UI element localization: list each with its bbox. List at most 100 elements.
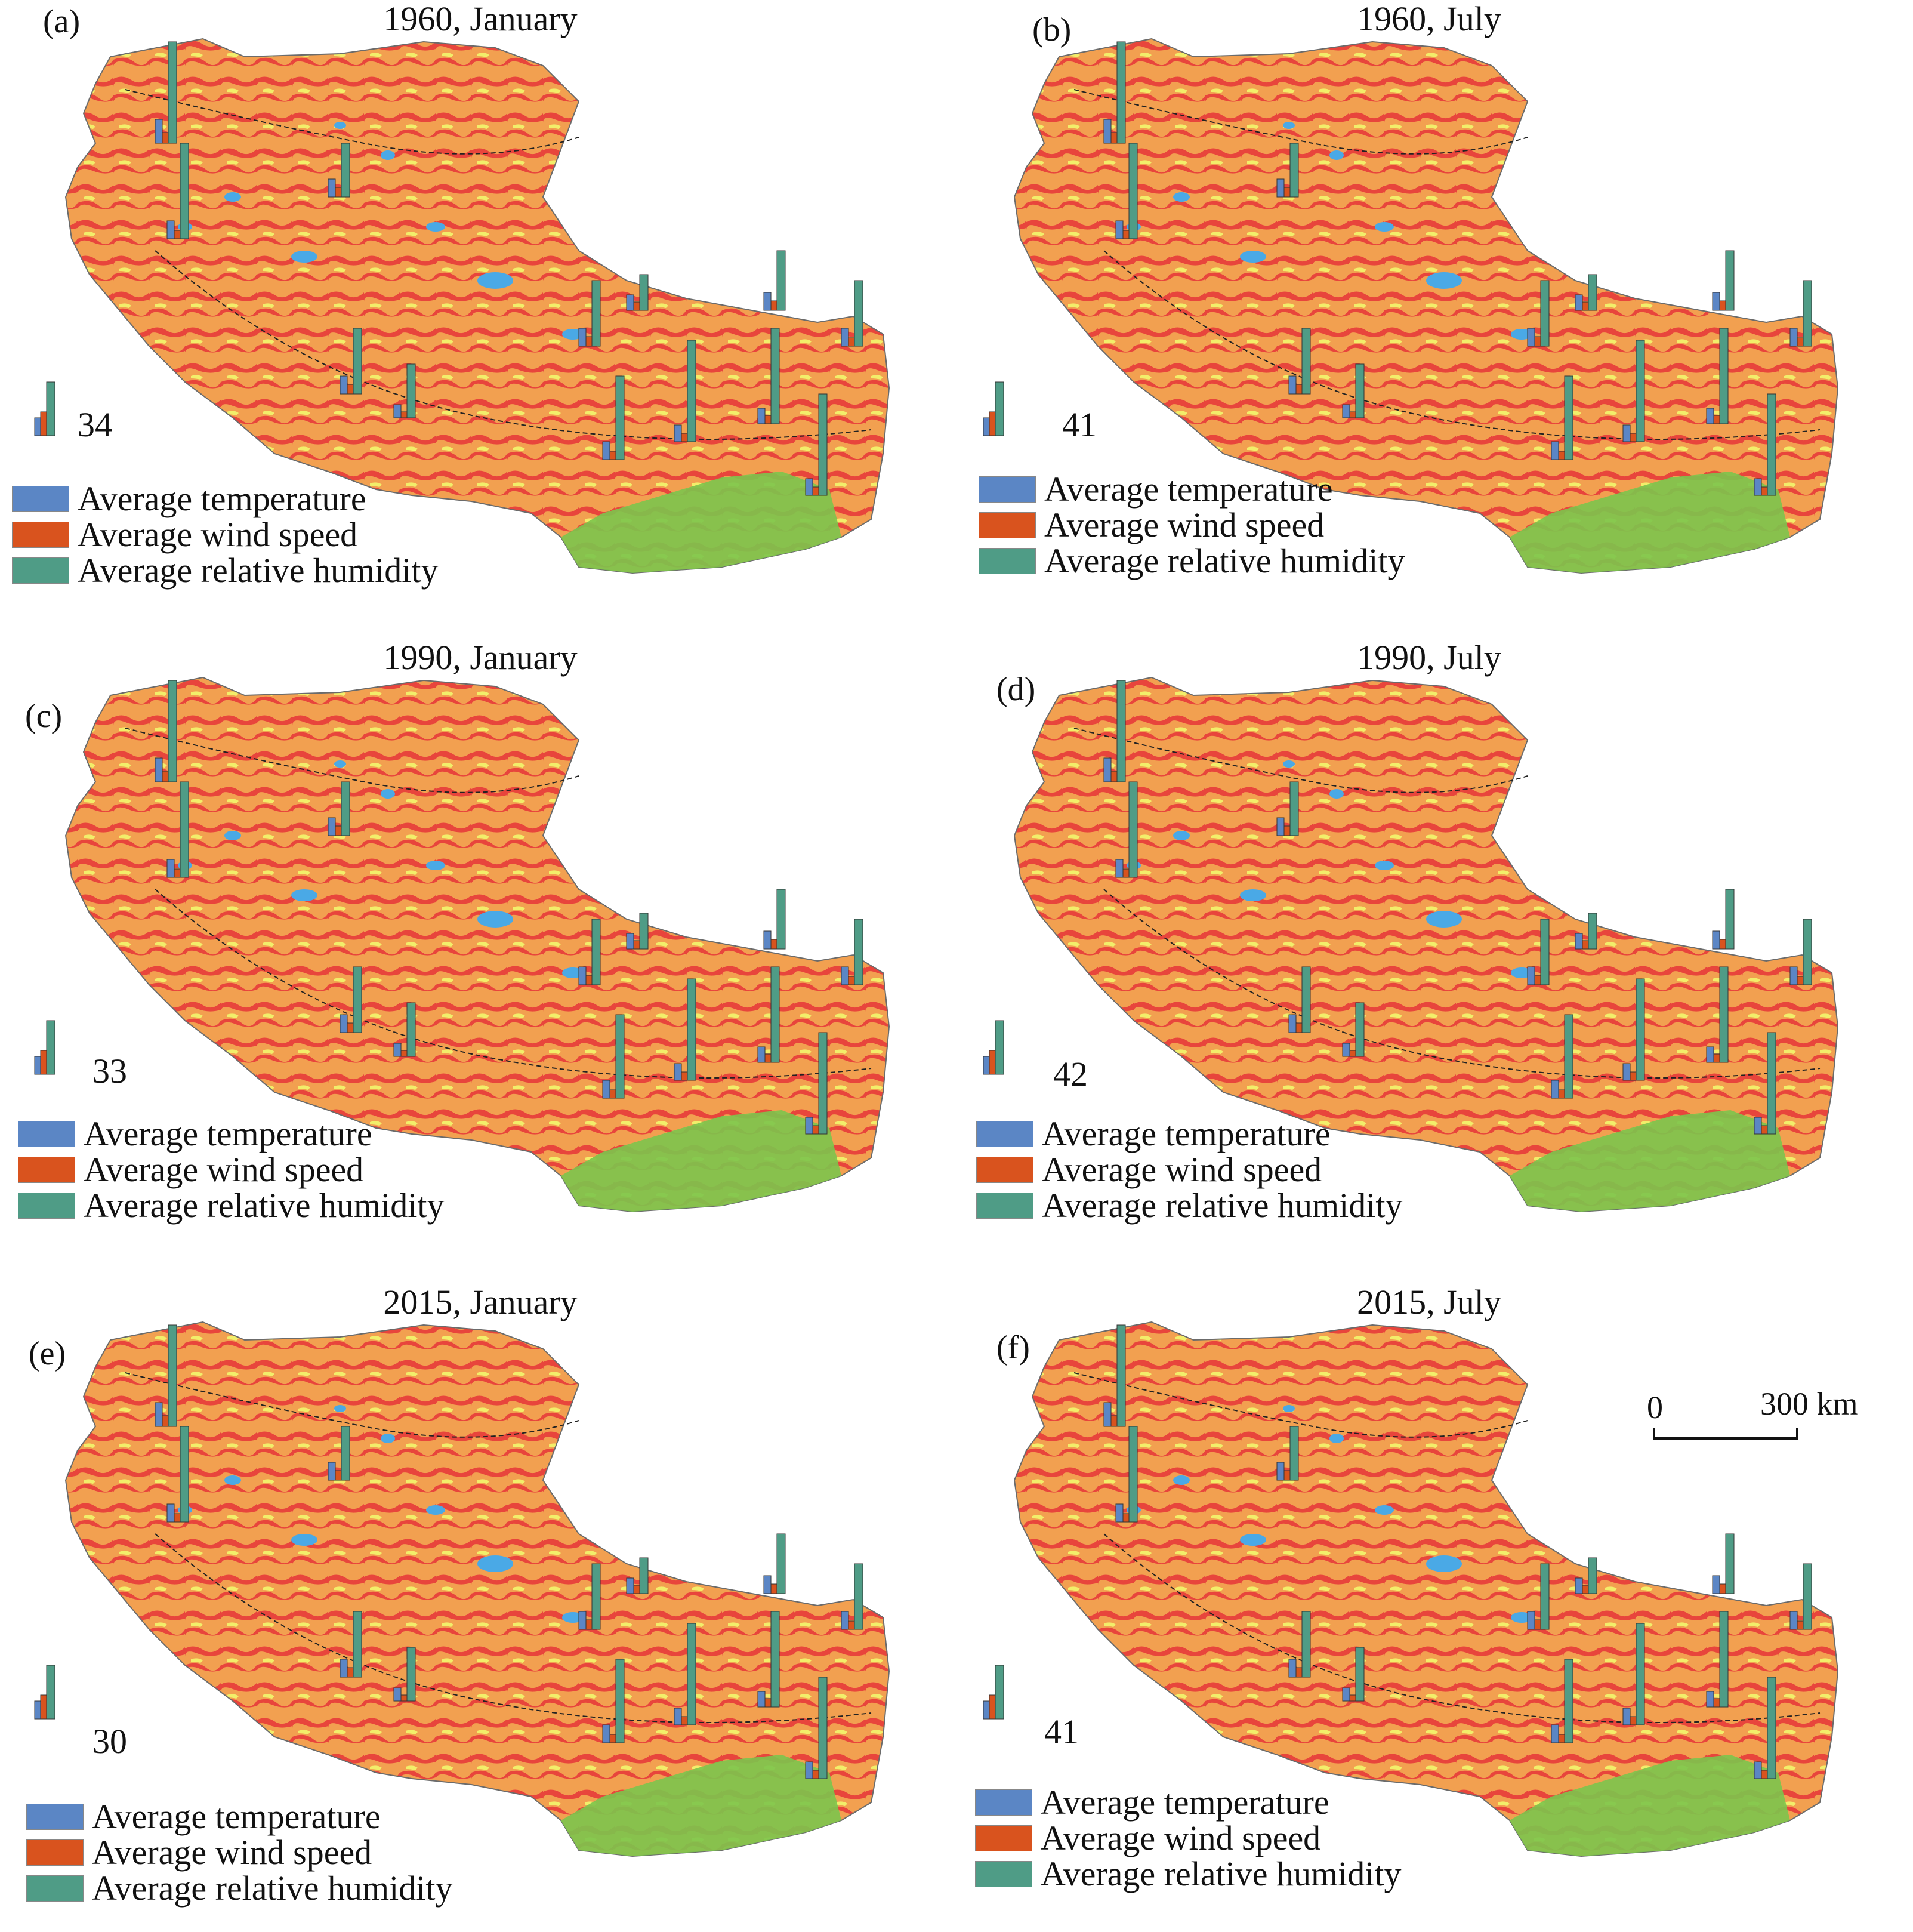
wind-bar	[812, 1125, 819, 1135]
station-bars	[841, 1563, 863, 1630]
temperature-bar	[841, 1611, 849, 1630]
panel-f: 2015, July (f) 41 0 300 km Average tempe…	[955, 1283, 1903, 1916]
legend-item-humidity: Average relative humidity	[18, 1188, 444, 1224]
humidity-bar	[168, 41, 177, 144]
temperature-bar	[155, 119, 163, 144]
temperature-bar	[34, 1700, 41, 1720]
humidity-bar	[1588, 1557, 1597, 1594]
lake	[1240, 889, 1266, 901]
temperature-bar	[1575, 1577, 1583, 1594]
bar-legend-icon	[34, 1020, 55, 1075]
humidity-bar	[591, 1563, 601, 1630]
station-bars	[1754, 1032, 1776, 1135]
temperature-bar	[1551, 441, 1559, 460]
station-bars	[155, 41, 177, 144]
humidity-bar	[1719, 966, 1729, 1063]
humidity-bar	[1636, 1623, 1645, 1725]
lake	[291, 889, 317, 901]
temperature-bar	[1712, 1575, 1720, 1594]
station-bars	[1103, 1324, 1126, 1427]
temperature-bar	[166, 1503, 175, 1523]
wind-bar	[1283, 1470, 1291, 1481]
legend-label: Average temperature	[84, 1114, 372, 1153]
humidity-bar	[1636, 978, 1645, 1081]
wind-bar	[1558, 1734, 1565, 1743]
legend-item-wind: Average wind speed	[976, 1152, 1402, 1188]
humidity-bar	[46, 381, 55, 436]
humidity-bar	[1719, 1611, 1729, 1708]
station-bars	[757, 1611, 780, 1708]
station-bars	[1527, 919, 1550, 985]
wind-bar	[633, 940, 640, 950]
panel-title: 2015, July	[1357, 1283, 1501, 1321]
humidity-bar	[639, 913, 649, 950]
lake	[381, 1434, 395, 1443]
station-bars	[1575, 1557, 1597, 1594]
wind-bar	[989, 1050, 996, 1075]
humidity-bar	[1725, 250, 1735, 311]
station-bars	[155, 680, 177, 782]
temperature-swatch	[12, 486, 69, 512]
humidity-bar	[46, 1665, 55, 1720]
lake	[1283, 1405, 1295, 1412]
legend-label: Average temperature	[92, 1797, 381, 1836]
legend: Average temperature Average wind speed A…	[18, 1116, 444, 1224]
lake	[562, 1612, 584, 1623]
wind-bar	[848, 1620, 855, 1630]
station-bars	[1712, 1533, 1735, 1594]
temperature-bar	[602, 1080, 610, 1099]
panel-letter: (b)	[1032, 11, 1072, 48]
temperature-bar	[674, 424, 682, 442]
legend-label: Average wind speed	[92, 1833, 372, 1872]
temperature-bar	[393, 1043, 402, 1057]
lake	[1173, 1475, 1190, 1485]
wind-bar	[1283, 825, 1291, 836]
humidity-swatch	[12, 557, 69, 584]
wind-bar	[609, 1734, 616, 1743]
humidity-bar	[1725, 1533, 1735, 1594]
humidity-bar	[1540, 919, 1550, 985]
wind-bar	[162, 771, 169, 782]
wind-bar	[633, 301, 640, 311]
temperature-bar	[1115, 220, 1124, 239]
legend-item-wind: Average wind speed	[26, 1835, 452, 1871]
plateau-map	[983, 676, 1839, 1213]
temperature-bar	[1551, 1080, 1559, 1099]
legend-label: Average temperature	[1042, 1114, 1331, 1153]
temperature-bar	[1276, 817, 1285, 836]
temperature-bar	[1527, 966, 1535, 985]
humidity-bar	[353, 1611, 362, 1678]
station-bars	[166, 1426, 189, 1523]
legend-item-humidity: Average relative humidity	[975, 1856, 1401, 1892]
station-bars	[340, 966, 362, 1033]
wind-bar	[347, 1667, 354, 1678]
temperature-bar	[1288, 1014, 1297, 1033]
legend: Average temperature Average wind speed A…	[975, 1785, 1401, 1892]
temperature-bar	[757, 1046, 766, 1063]
station-bars	[626, 274, 649, 311]
wind-bar	[1295, 1022, 1303, 1033]
humidity-bar	[615, 375, 625, 460]
boundary-line	[1073, 89, 1528, 155]
humidity-bar	[353, 966, 362, 1033]
lake	[1173, 192, 1190, 202]
temperature-bar	[1103, 1402, 1112, 1427]
legend: Average temperature Average wind speed A…	[976, 1116, 1402, 1224]
humidity-bar	[854, 1563, 863, 1630]
wind-bar	[1719, 939, 1726, 950]
wind-bar	[1110, 1415, 1118, 1427]
station-count: 34	[78, 405, 112, 444]
station-bars	[674, 978, 696, 1081]
lake	[1240, 1534, 1266, 1546]
temperature-bar	[983, 1056, 990, 1075]
humidity-bar	[1725, 889, 1735, 950]
legend-label: Average relative humidity	[1041, 1854, 1402, 1893]
legend-item-humidity: Average relative humidity	[12, 553, 438, 588]
temperature-bar	[1276, 1462, 1285, 1481]
station-bars	[1342, 1647, 1365, 1702]
panel-a: 1960, January (a) 34 Average temperature…	[6, 0, 955, 633]
legend-item-humidity: Average relative humidity	[976, 1188, 1402, 1224]
humidity-bar	[818, 1032, 828, 1135]
wind-bar	[764, 415, 772, 424]
legend-label: Average wind speed	[1044, 506, 1325, 544]
